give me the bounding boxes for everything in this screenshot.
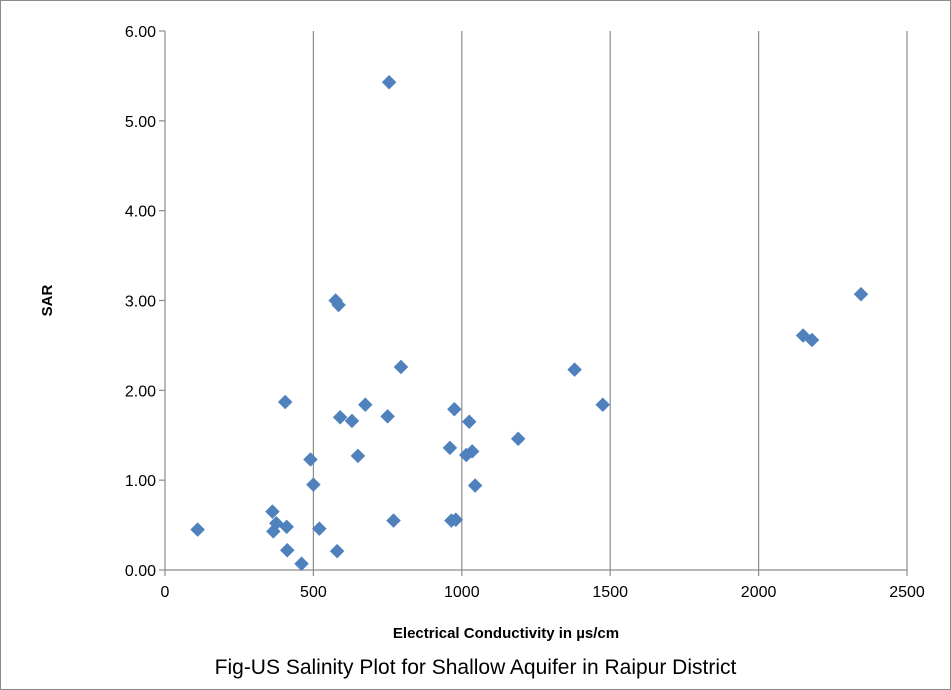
data-point xyxy=(442,440,458,456)
data-point xyxy=(804,332,820,348)
data-point xyxy=(393,359,409,375)
data-point xyxy=(331,297,346,313)
data-point xyxy=(381,74,397,90)
data-point xyxy=(303,452,318,467)
y-tick-label: 6.00 xyxy=(125,24,156,41)
figure-caption: Fig-US Salinity Plot for Shallow Aquifer… xyxy=(214,656,737,679)
y-tick-label: 3.00 xyxy=(125,294,156,311)
x-tick-label: 2000 xyxy=(741,584,777,601)
data-point xyxy=(279,542,295,558)
data-point xyxy=(329,543,345,559)
data-point xyxy=(294,556,309,572)
y-tick-label: 5.00 xyxy=(125,114,156,131)
data-point xyxy=(306,477,321,493)
x-tick-label: 500 xyxy=(300,584,327,601)
data-point xyxy=(279,519,295,535)
y-axis-ticks: 0.00 1.00 2.00 3.00 4.00 5.00 6.00 xyxy=(125,24,165,580)
y-tick-label: 2.00 xyxy=(125,383,156,400)
data-point xyxy=(467,478,483,493)
data-point xyxy=(357,397,373,413)
data-point xyxy=(277,394,293,410)
data-point xyxy=(344,413,360,429)
axes xyxy=(164,31,907,571)
data-point xyxy=(386,513,401,528)
x-axis-title: Electrical Conductivity in µs/cm xyxy=(393,625,619,642)
y-tick-label: 0.00 xyxy=(125,563,156,580)
data-point xyxy=(190,522,206,537)
data-point xyxy=(567,362,582,378)
y-tick-label: 1.00 xyxy=(125,473,156,490)
data-point xyxy=(380,409,395,424)
y-axis-title: SAR xyxy=(39,284,56,316)
x-tick-label: 2500 xyxy=(889,584,925,601)
data-point xyxy=(447,401,462,417)
data-point xyxy=(461,414,477,430)
data-points xyxy=(190,74,869,572)
data-point xyxy=(853,286,869,302)
data-point xyxy=(311,521,327,537)
x-axis-ticks: 0 500 1000 1500 2000 2500 xyxy=(161,570,925,601)
x-tick-label: 0 xyxy=(161,584,170,601)
gridlines xyxy=(312,31,908,570)
data-point xyxy=(332,409,348,425)
y-tick-label: 4.00 xyxy=(125,204,156,221)
data-point xyxy=(464,444,480,459)
data-point xyxy=(595,397,611,413)
data-point xyxy=(350,448,366,464)
x-tick-label: 1500 xyxy=(592,584,628,601)
data-point xyxy=(448,512,464,528)
data-point xyxy=(510,431,526,447)
data-point xyxy=(265,504,280,519)
x-tick-label: 1000 xyxy=(444,584,480,601)
